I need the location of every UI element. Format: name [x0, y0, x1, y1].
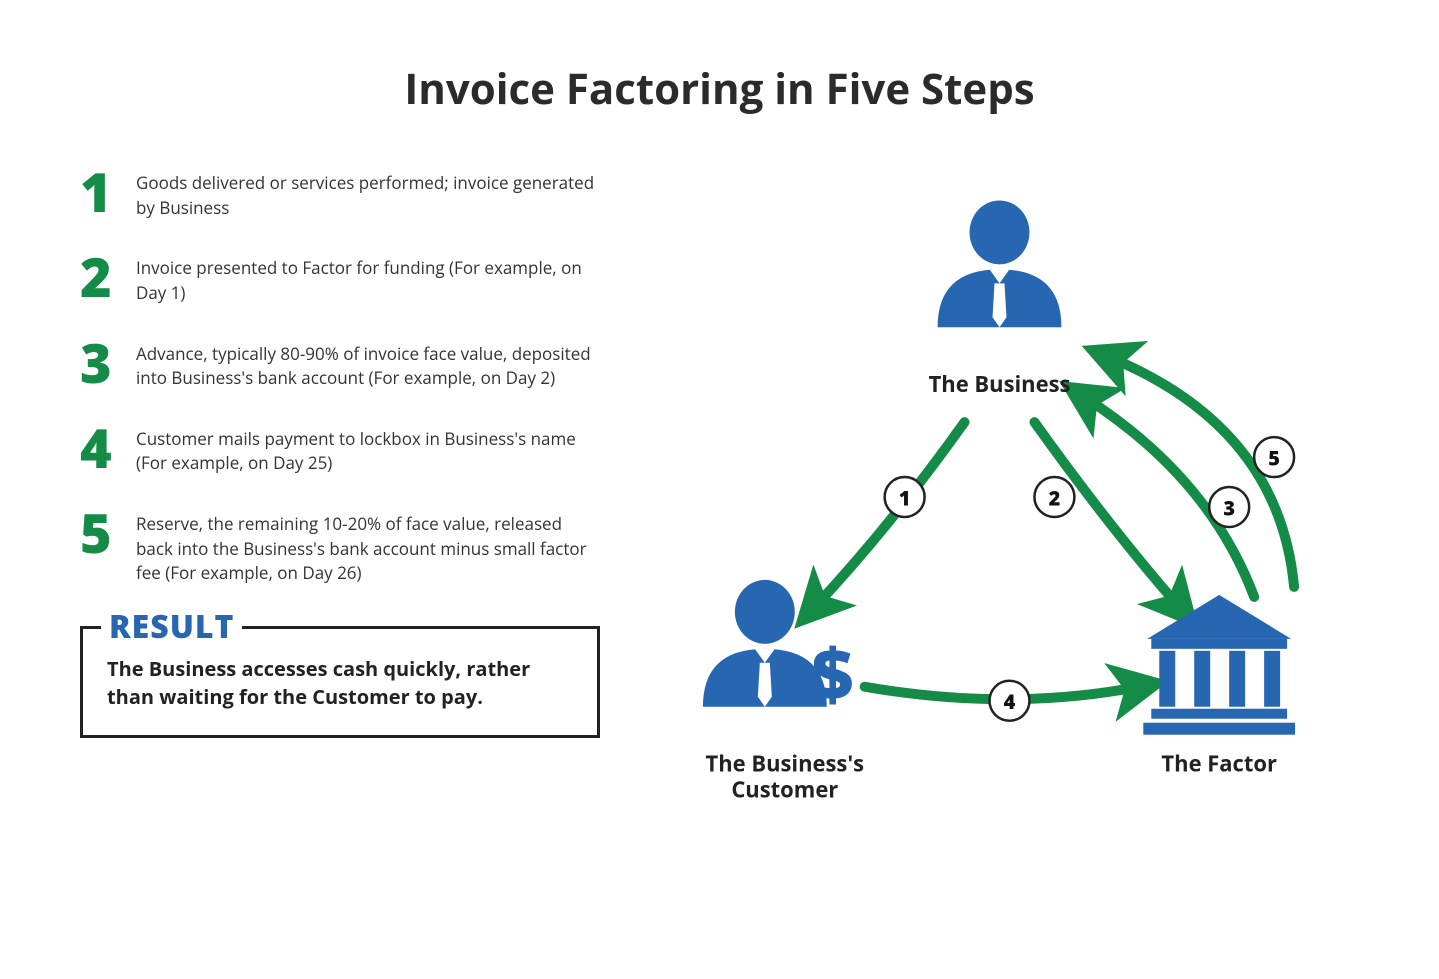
- step-row: 5 Reserve, the remaining 10-20% of face …: [80, 508, 600, 586]
- step-row: 4 Customer mails payment to lockbox in B…: [80, 423, 600, 476]
- step-text-3: Advance, typically 80-90% of invoice fac…: [136, 338, 600, 391]
- result-text: The Business accesses cash quickly, rath…: [107, 655, 573, 711]
- main-container: 1 Goods delivered or services performed;…: [80, 167, 1359, 867]
- step-text-1: Goods delivered or services performed; i…: [136, 167, 600, 220]
- step-text-5: Reserve, the remaining 10-20% of face va…: [136, 508, 600, 586]
- step-row: 1 Goods delivered or services performed;…: [80, 167, 600, 220]
- node-business: The Business: [929, 200, 1071, 399]
- step-text-2: Invoice presented to Factor for funding …: [136, 252, 600, 305]
- badge-text-4: 4: [1004, 688, 1016, 715]
- step-row: 2 Invoice presented to Factor for fundin…: [80, 252, 600, 305]
- node-label-business: The Business: [929, 370, 1071, 399]
- badge-text-3: 3: [1223, 495, 1235, 522]
- badge-text-5: 5: [1268, 445, 1280, 472]
- node-factor: The Factor: [1143, 595, 1295, 779]
- step-number-4: 4: [80, 423, 136, 472]
- node-customer: $ The Business'sCustomer: [703, 580, 864, 805]
- step-number-3: 3: [80, 338, 136, 387]
- page-title: Invoice Factoring in Five Steps: [80, 60, 1359, 117]
- node-label-factor: The Factor: [1161, 750, 1277, 779]
- badge-text-2: 2: [1049, 485, 1061, 512]
- step-number-5: 5: [80, 508, 136, 557]
- edge-1: [815, 422, 965, 607]
- svg-text:$: $: [812, 625, 854, 723]
- result-label: RESULT: [101, 605, 242, 648]
- step-row: 3 Advance, typically 80-90% of invoice f…: [80, 338, 600, 391]
- node-label-customer: Customer: [731, 776, 838, 805]
- step-number-2: 2: [80, 252, 136, 301]
- step-number-1: 1: [80, 167, 136, 216]
- result-box: RESULT The Business accesses cash quickl…: [80, 626, 600, 738]
- step-text-4: Customer mails payment to lockbox in Bus…: [136, 423, 600, 476]
- steps-column: 1 Goods delivered or services performed;…: [80, 167, 600, 867]
- diagram-column: The Business $ The Business'sCustomer The F…: [640, 167, 1359, 867]
- node-label-customer: The Business's: [706, 750, 865, 779]
- flow-diagram: The Business $ The Business'sCustomer The F…: [640, 167, 1359, 867]
- badge-text-1: 1: [899, 485, 911, 512]
